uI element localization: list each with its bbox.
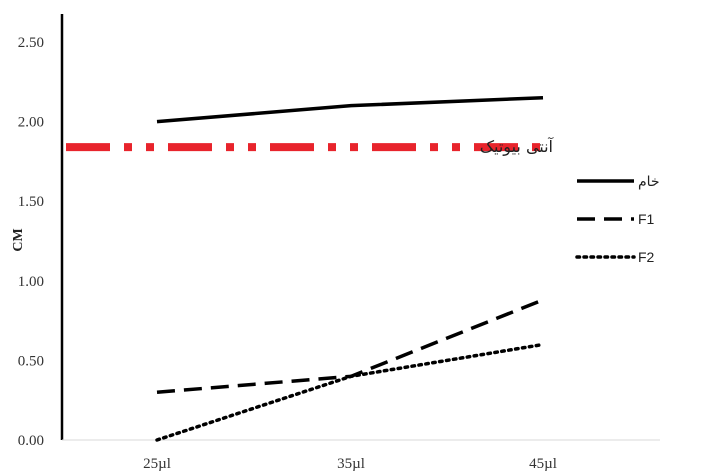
y-axis-ticks: 0.00 0.50 1.00 1.50 2.00 2.50 [18,35,44,449]
series-line-1 [156,95,544,124]
y-axis-label: CM [11,228,26,251]
y-tick-label: 0.50 [18,353,44,369]
legend-label: F1 [638,211,655,227]
y-tick-label: 2.00 [18,115,44,131]
series-layer [155,95,545,442]
x-axis-ticks: 25µl 35µl 45µl [143,456,557,472]
y-tick-label: 0.00 [18,433,44,449]
x-tick-label: 25µl [143,456,171,472]
legend-label: خام [638,173,660,189]
series-line-3 [155,342,545,442]
legend-label: F2 [638,249,655,265]
legend: خام F1 F2 [575,173,660,265]
x-tick-label: 35µl [337,456,365,472]
reference-line-label: آنتی بیوتیک [480,137,555,157]
y-tick-label: 1.00 [18,274,44,290]
y-tick-label: 2.50 [18,35,44,51]
y-tick-label: 1.50 [18,194,44,210]
x-tick-label: 45µl [529,456,557,472]
